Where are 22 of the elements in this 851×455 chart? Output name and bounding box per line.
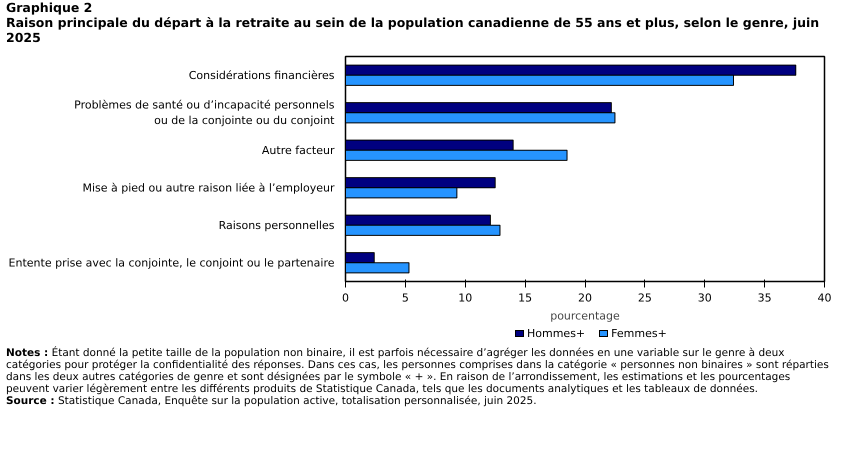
x-tick-label: 5 xyxy=(402,292,409,304)
x-tick-label: 35 xyxy=(758,292,772,304)
x-tick-label: 0 xyxy=(342,292,349,304)
x-tick-label: 20 xyxy=(578,292,592,304)
y-tick-label: Raisons personnelles xyxy=(218,218,335,232)
y-tick-label: Mise à pied ou autre raison liée à l’employeur xyxy=(82,181,335,194)
legend-item: Hommes+ xyxy=(515,327,586,340)
chart-subtitle: Raison principale du départ à la retraite au sein de la population canadienne de 55 ans et plus, selon le genre, juin 2025 xyxy=(6,15,820,45)
y-tick-label: Autre facteur xyxy=(262,144,335,157)
y-tick-label: Considérations financières xyxy=(188,68,335,82)
text: Graphique 2 xyxy=(6,0,92,15)
x-tick-label: 30 xyxy=(698,292,712,304)
y-tick-label: Problèmes de santé ou d’incapacité personnels ou de la conjointe ou du conjoint xyxy=(74,98,336,128)
x-tick-label: 15 xyxy=(518,292,532,304)
x-tick-label: 10 xyxy=(458,292,472,304)
y-tick-label: Entente prise avec la conjointe, le conjoint ou le partenaire xyxy=(8,256,335,270)
x-axis-title: pourcentage xyxy=(550,310,620,322)
source-note: Source : Statistique Canada, Enquête sur la population active, totalisation personnalisée, juin 2025. xyxy=(6,395,537,407)
x-tick-label: 25 xyxy=(638,292,652,304)
x-tick-label: 40 xyxy=(818,292,832,304)
text: Notes : Étant donné la petite taille de la population non binaire, il est parfois nécessaire d’agréger les données en une variable sur le genre à deux catégories pour protéger la confidentialité des réponses. Dans ces cas, les personnes comprises dans la catégorie « personnes non binaires » sont réparties dans les deux autres catégories de genre et sont désignées par le symbole « + ». En raison de l’arrondissement, les estimations et les pourcentages peuvent varier légèrement entre les différents produits de Statistique Canada, tels que les documents analytiques et les tableaux de données. xyxy=(6,347,829,395)
legend-item: Femmes+ xyxy=(599,327,667,340)
